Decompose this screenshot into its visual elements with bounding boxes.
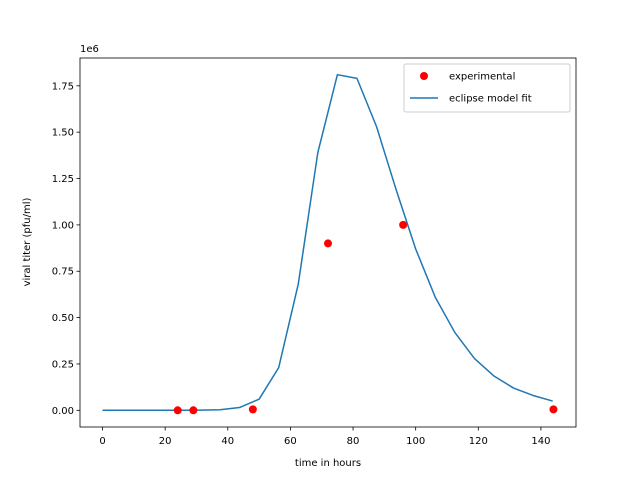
y-tick-label: 0.50 xyxy=(52,313,74,324)
y-tick-label: 1.25 xyxy=(52,174,74,185)
plot-area xyxy=(79,57,577,428)
y-axis-label: viral titer (pfu/ml) xyxy=(22,197,33,286)
data-point-experimental xyxy=(189,406,198,415)
x-axis: 0 20 40 60 80 100 120 140 xyxy=(99,427,550,447)
y-offset-label: 1e6 xyxy=(80,44,99,55)
data-point-experimental xyxy=(549,405,558,414)
y-tick-label: 1.50 xyxy=(52,128,74,139)
x-tick-label: 140 xyxy=(531,436,550,447)
x-tick-label: 80 xyxy=(347,436,360,447)
legend-label: eclipse model fit xyxy=(449,94,532,105)
x-axis-label: time in hours xyxy=(295,458,361,469)
y-tick-label: 0.75 xyxy=(52,267,74,278)
x-tick-label: 40 xyxy=(221,436,234,447)
legend-label: experimental xyxy=(449,72,515,83)
y-tick-label: 1.00 xyxy=(52,220,74,231)
data-point-experimental xyxy=(248,405,257,414)
y-axis: 0.00 0.25 0.50 0.75 1.00 1.25 1.50 1.75 xyxy=(52,81,80,417)
data-point-experimental xyxy=(324,239,332,248)
x-tick-label: 120 xyxy=(469,436,488,447)
x-tick-label: 0 xyxy=(99,436,105,447)
x-tick-label: 100 xyxy=(406,436,425,447)
y-tick-label: 1.75 xyxy=(52,81,74,92)
x-tick-label: 20 xyxy=(159,436,172,447)
data-point-experimental xyxy=(173,406,182,415)
y-tick-label: 0.00 xyxy=(52,406,74,417)
y-tick-label: 0.25 xyxy=(52,359,74,370)
x-tick-label: 60 xyxy=(284,436,297,447)
legend: experimental eclipse model fit xyxy=(403,63,571,113)
data-point-experimental xyxy=(399,220,408,229)
legend-marker-experimental xyxy=(420,72,428,80)
legend-box xyxy=(403,63,571,113)
axes-frame xyxy=(79,57,577,428)
